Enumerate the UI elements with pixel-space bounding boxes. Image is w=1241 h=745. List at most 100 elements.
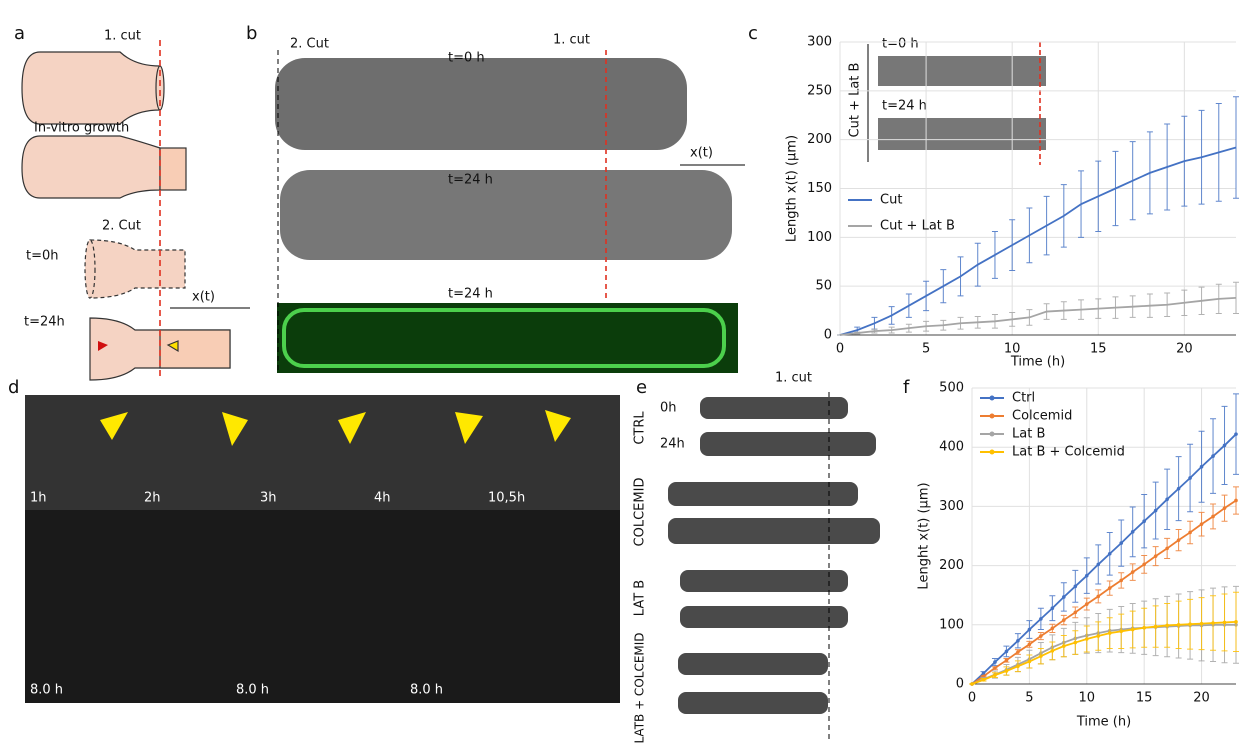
point (1084, 637, 1089, 641)
point (1211, 514, 1215, 519)
point (1165, 623, 1169, 628)
panel-label: c (748, 23, 758, 44)
micrograph (275, 58, 687, 150)
point (1130, 570, 1135, 574)
point (1188, 530, 1192, 535)
point (981, 678, 986, 682)
x-tick-label: 0 (836, 342, 844, 357)
time-label: 1h (30, 491, 47, 506)
point (1073, 584, 1078, 589)
point (1039, 634, 1043, 638)
time-label: 3h (260, 491, 277, 506)
y-tick-label: 300 (939, 499, 964, 514)
micrograph (25, 395, 620, 510)
point (1153, 508, 1158, 513)
panel-label: d (8, 377, 19, 398)
point (1073, 640, 1078, 645)
series-line (971, 623, 1236, 685)
annotation: t=24 h (448, 173, 493, 188)
point (1050, 626, 1055, 631)
point (1142, 562, 1146, 567)
annotation: In-vitro growth (34, 121, 129, 136)
annotation: 2. Cut (290, 37, 329, 52)
annotation: Cut + Lat B (848, 63, 863, 138)
annotation: x(t) (690, 146, 713, 161)
point (1062, 618, 1066, 622)
point (1107, 586, 1112, 590)
point (1016, 650, 1020, 654)
legend-label: Ctrl (1012, 391, 1035, 406)
point (1234, 432, 1238, 436)
condition-label: LATB + COLCEMID (633, 632, 647, 743)
point (1176, 486, 1181, 491)
condition-label: LAT B (633, 580, 648, 616)
point (1084, 602, 1089, 606)
point (993, 673, 997, 677)
x-tick-label: 20 (1193, 691, 1210, 706)
y-tick-label: 100 (807, 230, 832, 245)
legend-label: Lat B + Colcemid (1012, 445, 1125, 460)
y-tick-label: 200 (939, 558, 964, 573)
y-tick-label: 250 (807, 83, 832, 98)
point (1050, 649, 1055, 653)
point (1073, 610, 1078, 615)
condition-label: CTRL (633, 411, 648, 445)
point (1062, 595, 1066, 599)
time-label: 4h (374, 491, 391, 506)
point (1176, 538, 1181, 542)
micrograph (878, 118, 1046, 150)
annotation: t=0h (26, 249, 59, 264)
legend-label: Cut + Lat B (880, 219, 955, 234)
time-label: 8.0 h (30, 683, 63, 698)
condition-label: COLCEMID (633, 478, 648, 547)
point (1050, 606, 1055, 611)
y-tick-label: 0 (824, 328, 832, 343)
point (1211, 454, 1215, 458)
y-tick-label: 0 (956, 677, 964, 692)
point (1188, 622, 1192, 627)
x-axis-title: Time (h) (1076, 715, 1131, 730)
x-tick-label: 15 (1136, 691, 1153, 706)
x-tick-label: 20 (1176, 342, 1193, 357)
x-tick-label: 10 (1079, 691, 1096, 706)
point (1211, 621, 1215, 625)
point (1016, 638, 1020, 643)
legend-label: Colcemid (1012, 409, 1072, 424)
point (1153, 624, 1158, 629)
point (1199, 522, 1204, 526)
point (1004, 649, 1009, 654)
time-label: 8.0 h (236, 683, 269, 698)
legend-label: Cut (880, 193, 902, 208)
point (1142, 519, 1146, 523)
annotation: t=0 h (448, 51, 485, 66)
point (1119, 541, 1124, 545)
panel-label: e (636, 377, 647, 398)
x-tick-label: 0 (968, 691, 976, 706)
x-tick-label: 5 (922, 342, 930, 357)
x-tick-label: 15 (1090, 342, 1107, 357)
point (1222, 620, 1227, 625)
point (981, 671, 986, 676)
panel-label: a (14, 23, 25, 44)
point (1107, 631, 1112, 635)
point (1107, 551, 1112, 556)
y-axis-title: Length x(t) (µm) (785, 135, 800, 242)
fluorescence-image (277, 303, 738, 373)
point (1004, 658, 1009, 663)
annotation: x(t) (192, 290, 215, 305)
point (1234, 620, 1238, 624)
annotation: t=24 h (448, 287, 493, 302)
point (1004, 669, 1009, 673)
point (1027, 659, 1032, 664)
point (1222, 506, 1227, 510)
point (1096, 562, 1101, 567)
point (1199, 621, 1204, 626)
point (1142, 625, 1146, 630)
annotation: 2. Cut (102, 219, 141, 234)
point (1176, 623, 1181, 627)
annotation: t=24 h (882, 99, 927, 114)
point (1027, 642, 1032, 647)
point (1096, 594, 1101, 599)
y-tick-label: 400 (939, 440, 964, 455)
